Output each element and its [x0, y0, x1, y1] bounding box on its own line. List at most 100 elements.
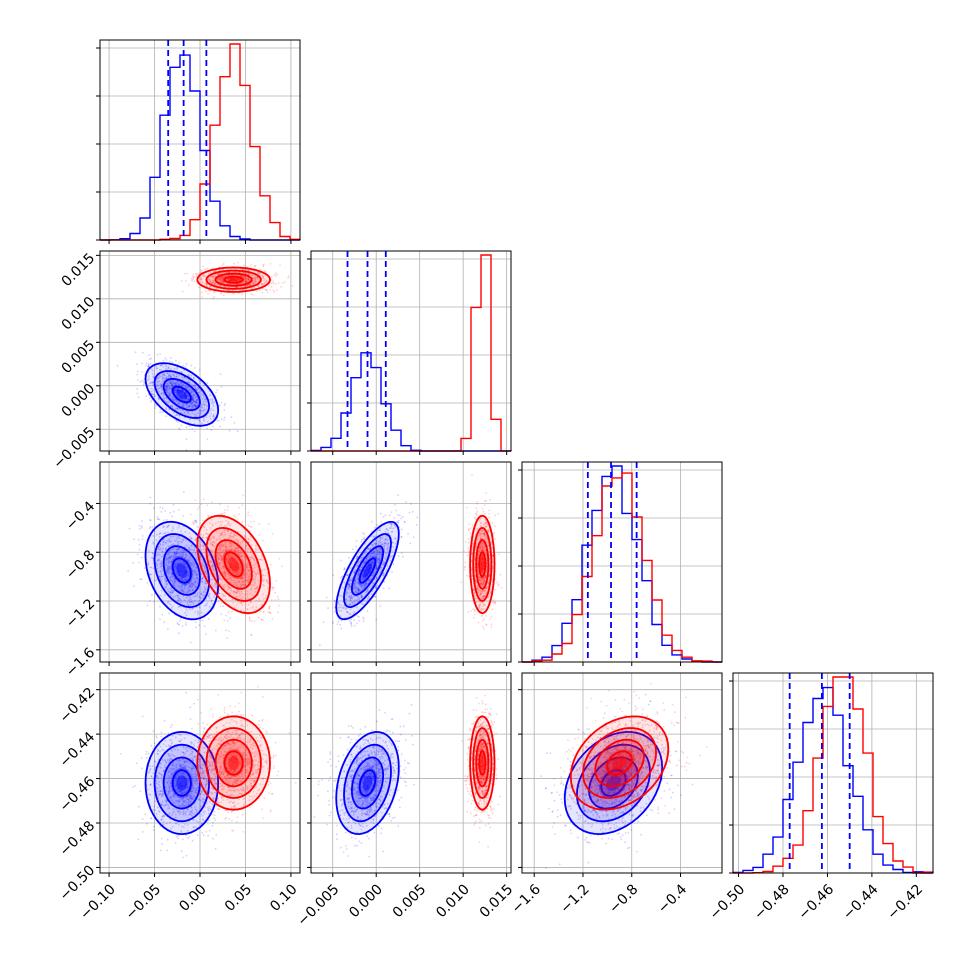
contour-line: [205, 269, 262, 290]
x-tick-label: 0.000: [346, 881, 386, 921]
contour-line: [475, 539, 490, 590]
grid: [100, 673, 300, 873]
scatter-panel-3-2: [540, 682, 708, 870]
contour-line: [472, 526, 493, 602]
y-tick-label: −0.46: [57, 773, 99, 815]
histogram-series-0: [310, 352, 511, 452]
x-tick-label: −0.05: [123, 881, 165, 923]
contour-line: [350, 756, 385, 810]
contour-line: [171, 385, 192, 404]
density-fill: [176, 389, 188, 400]
panel-frame: [732, 672, 934, 874]
grid: [100, 251, 300, 451]
scatter-panel-3-0: [119, 686, 297, 859]
y-tick-label: −0.48: [57, 818, 99, 860]
x-tick-label: 0.00: [176, 881, 209, 914]
y-tick-label: 0.005: [59, 337, 99, 377]
x-tick-label: 0.10: [267, 881, 300, 914]
contour-line: [205, 526, 262, 602]
scatter-panel-3-1: [313, 694, 501, 858]
histogram-series-1: [733, 676, 934, 874]
x-tick-label: −0.46: [796, 881, 838, 923]
contour-line: [153, 743, 211, 823]
contour-line: [214, 272, 253, 287]
contour-line: [469, 514, 496, 615]
contour-line: [600, 769, 627, 797]
y-tick-label: 0.015: [59, 250, 99, 290]
panel-frame: [310, 461, 512, 663]
contour-line: [575, 743, 651, 823]
x-tick-label: −1.2: [557, 881, 592, 916]
x-tick-label: −0.48: [751, 881, 793, 923]
grid: [311, 462, 511, 662]
contour-line: [343, 743, 392, 823]
scatter-panel-1-0: [116, 261, 294, 451]
x-tick-label: −0.005: [295, 881, 343, 929]
contour-line: [153, 370, 211, 419]
density-fill: [612, 756, 627, 770]
y-tick-label: −0.42: [57, 685, 99, 727]
x-tick-label: −1.6: [509, 881, 544, 916]
contour-line: [223, 275, 244, 284]
contour-line: [223, 551, 244, 578]
density-fill: [176, 775, 188, 791]
contour-line: [350, 545, 385, 596]
histogram-series-0: [732, 686, 933, 874]
histogram-series-0: [522, 465, 722, 663]
contour-line: [358, 769, 377, 797]
density-fill: [228, 277, 240, 282]
contour-line: [335, 730, 400, 836]
contour-line: [475, 738, 490, 788]
contour-line: [563, 730, 664, 836]
sample-points-series-0: [119, 691, 238, 859]
y-tick-label: −0.8: [63, 547, 98, 582]
x-tick-label: −0.8: [606, 881, 641, 916]
contour-line: [162, 377, 201, 412]
y-tick-label: 0.000: [59, 381, 99, 421]
y-tick-label: −0.005: [50, 424, 98, 472]
x-tick-label: 0.010: [433, 881, 473, 921]
x-tick-label: 0.005: [390, 881, 430, 921]
contour-line: [569, 715, 670, 811]
contour-line: [214, 539, 253, 590]
contour-line: [144, 730, 220, 836]
panel-frame: [521, 672, 723, 874]
contour-line: [582, 727, 658, 799]
x-tick-label: 0.05: [222, 881, 255, 914]
x-tick-label: 0.015: [477, 881, 517, 921]
y-tick-label: 0.010: [59, 294, 99, 334]
panel-frame: [310, 250, 512, 452]
contour-line: [144, 520, 220, 621]
panel-frame: [521, 461, 723, 663]
y-tick-label: −1.2: [63, 596, 98, 631]
scatter-panel-2-1: [319, 474, 503, 647]
contour-line: [469, 715, 496, 811]
contour-line: [223, 750, 244, 776]
contour-line: [144, 362, 220, 427]
contour-line: [153, 533, 211, 609]
density-fill: [228, 557, 240, 572]
contour-line: [171, 557, 192, 584]
contour-line: [171, 769, 192, 797]
contour-line: [478, 551, 487, 578]
contour-line: [162, 756, 201, 810]
contour-line: [335, 521, 400, 621]
contour-line: [214, 738, 253, 788]
x-tick-label: −0.42: [884, 881, 926, 923]
density-fill: [362, 775, 373, 791]
scatter-panel-2-0: [127, 491, 283, 644]
y-tick-label: −0.44: [57, 729, 99, 771]
contour-line: [205, 727, 262, 799]
panel-frame: [310, 672, 512, 874]
density-fill: [480, 756, 485, 770]
x-tick-label: −0.50: [707, 881, 749, 923]
grid: [522, 673, 722, 873]
y-tick-label: −0.4: [63, 498, 98, 533]
density-fill: [480, 557, 485, 572]
contour-line: [594, 738, 645, 788]
x-tick-label: −0.44: [840, 881, 882, 923]
contour-line: [472, 727, 493, 799]
density-fill: [228, 756, 240, 770]
histogram-series-0: [100, 54, 300, 241]
